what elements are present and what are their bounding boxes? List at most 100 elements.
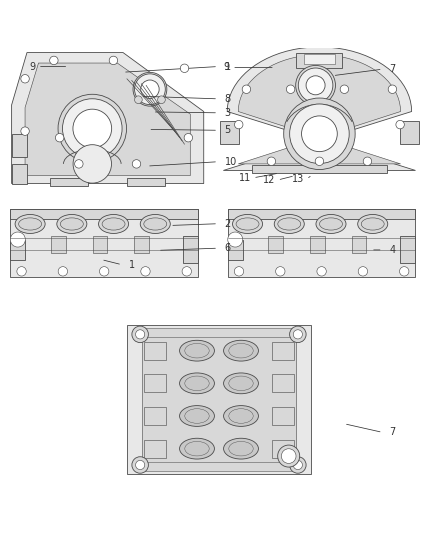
Circle shape: [293, 330, 302, 339]
Ellipse shape: [274, 214, 304, 233]
Text: 2: 2: [225, 219, 231, 229]
Ellipse shape: [229, 441, 253, 456]
Circle shape: [399, 266, 409, 276]
Text: 13: 13: [292, 174, 304, 184]
Circle shape: [184, 133, 193, 142]
Ellipse shape: [60, 218, 83, 230]
Circle shape: [293, 461, 302, 470]
Text: 1: 1: [129, 260, 135, 270]
Circle shape: [109, 56, 118, 64]
Text: 10: 10: [225, 157, 237, 167]
Circle shape: [11, 232, 25, 247]
Bar: [268, 236, 283, 253]
Circle shape: [298, 68, 333, 102]
Circle shape: [242, 85, 251, 93]
Ellipse shape: [316, 214, 346, 233]
Circle shape: [234, 120, 243, 129]
Text: 12: 12: [263, 175, 276, 185]
Circle shape: [134, 74, 165, 104]
Ellipse shape: [229, 409, 253, 423]
Bar: [228, 209, 416, 219]
Bar: [11, 209, 198, 219]
Bar: [142, 332, 296, 468]
Circle shape: [281, 449, 296, 463]
Text: 11: 11: [239, 173, 251, 183]
Circle shape: [74, 160, 83, 168]
Circle shape: [301, 116, 337, 151]
Bar: [93, 236, 107, 253]
Circle shape: [63, 99, 122, 158]
Bar: [12, 134, 27, 157]
Circle shape: [73, 144, 112, 183]
Ellipse shape: [278, 218, 301, 230]
Circle shape: [267, 157, 276, 166]
Bar: [11, 239, 25, 260]
Bar: [400, 236, 416, 263]
Circle shape: [17, 266, 26, 276]
Circle shape: [21, 127, 29, 135]
Circle shape: [141, 266, 150, 276]
Circle shape: [73, 109, 112, 148]
Text: 9: 9: [224, 62, 230, 72]
Circle shape: [136, 330, 145, 339]
Circle shape: [141, 80, 159, 99]
Circle shape: [234, 266, 244, 276]
Circle shape: [358, 266, 367, 276]
Circle shape: [133, 72, 167, 106]
Circle shape: [132, 326, 148, 343]
Circle shape: [132, 160, 141, 168]
Circle shape: [49, 56, 58, 64]
Polygon shape: [12, 53, 204, 183]
Circle shape: [276, 266, 285, 276]
Ellipse shape: [57, 214, 87, 233]
Bar: [219, 120, 239, 144]
Circle shape: [99, 266, 109, 276]
Ellipse shape: [185, 343, 209, 358]
Bar: [127, 179, 165, 186]
Ellipse shape: [319, 218, 343, 230]
Ellipse shape: [180, 406, 215, 426]
Circle shape: [296, 66, 336, 105]
Circle shape: [290, 457, 306, 473]
Circle shape: [284, 98, 355, 169]
Bar: [228, 209, 416, 277]
Ellipse shape: [229, 376, 253, 391]
Circle shape: [58, 266, 67, 276]
Bar: [144, 342, 166, 360]
Ellipse shape: [102, 218, 125, 230]
Ellipse shape: [180, 373, 215, 394]
Ellipse shape: [185, 376, 209, 391]
Bar: [310, 236, 325, 253]
Bar: [272, 440, 294, 457]
Bar: [134, 236, 149, 253]
Ellipse shape: [144, 218, 167, 230]
Polygon shape: [223, 47, 416, 171]
Ellipse shape: [185, 409, 209, 423]
Circle shape: [306, 76, 325, 95]
Bar: [252, 165, 387, 173]
Circle shape: [290, 326, 306, 343]
Bar: [50, 179, 88, 186]
Text: 6: 6: [225, 243, 231, 253]
Bar: [352, 236, 367, 253]
Ellipse shape: [223, 373, 258, 394]
Circle shape: [396, 120, 404, 129]
Bar: [272, 407, 294, 425]
Bar: [11, 209, 198, 277]
Text: 3: 3: [225, 108, 231, 118]
Text: 4: 4: [389, 245, 396, 255]
Ellipse shape: [140, 214, 170, 233]
Polygon shape: [25, 63, 190, 176]
Circle shape: [286, 85, 295, 93]
Ellipse shape: [99, 214, 129, 233]
Circle shape: [132, 457, 148, 473]
Bar: [144, 440, 166, 457]
Circle shape: [228, 232, 243, 247]
Bar: [12, 164, 27, 183]
Circle shape: [315, 157, 324, 166]
Bar: [183, 236, 198, 263]
Bar: [142, 328, 296, 337]
Bar: [144, 407, 166, 425]
Bar: [228, 239, 243, 260]
Bar: [144, 374, 166, 392]
